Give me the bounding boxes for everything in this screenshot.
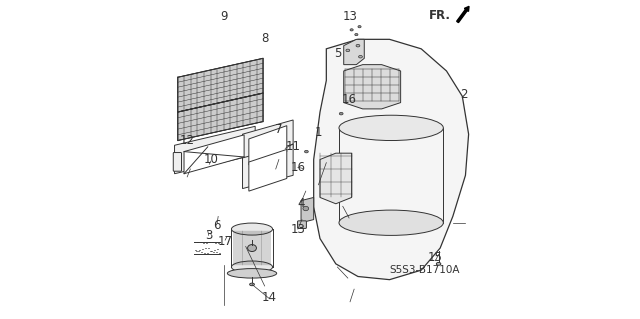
Text: 10: 10 — [204, 153, 218, 166]
Text: S5S3-B1710A: S5S3-B1710A — [389, 265, 460, 275]
Ellipse shape — [358, 56, 362, 58]
Text: FR.: FR. — [429, 9, 451, 22]
Text: 17: 17 — [218, 235, 232, 248]
Ellipse shape — [339, 112, 343, 115]
Polygon shape — [243, 120, 293, 163]
Polygon shape — [344, 39, 364, 65]
Polygon shape — [178, 93, 263, 141]
Polygon shape — [178, 58, 263, 112]
Text: 13: 13 — [291, 223, 305, 235]
FancyBboxPatch shape — [298, 221, 307, 228]
Ellipse shape — [248, 245, 257, 251]
Text: 7: 7 — [275, 123, 283, 136]
Ellipse shape — [339, 210, 444, 235]
Text: 14: 14 — [262, 291, 277, 304]
Polygon shape — [249, 126, 287, 165]
Text: 16: 16 — [291, 161, 305, 174]
Text: 15: 15 — [428, 251, 443, 264]
Ellipse shape — [305, 150, 308, 153]
Ellipse shape — [346, 49, 349, 52]
Ellipse shape — [250, 283, 254, 286]
Ellipse shape — [355, 33, 358, 36]
Ellipse shape — [358, 26, 361, 28]
Text: 5: 5 — [333, 47, 341, 60]
Text: 13: 13 — [342, 10, 358, 23]
Ellipse shape — [350, 29, 353, 31]
Text: 16: 16 — [342, 93, 356, 106]
Polygon shape — [175, 126, 255, 174]
Text: 2: 2 — [460, 88, 468, 101]
Polygon shape — [243, 144, 293, 189]
Ellipse shape — [339, 115, 444, 141]
Text: 12: 12 — [180, 134, 195, 147]
Ellipse shape — [356, 44, 360, 47]
Ellipse shape — [303, 206, 308, 211]
Ellipse shape — [232, 223, 273, 235]
FancyBboxPatch shape — [173, 152, 182, 171]
Polygon shape — [249, 149, 287, 191]
Polygon shape — [301, 197, 314, 223]
Polygon shape — [184, 135, 244, 174]
Polygon shape — [314, 39, 468, 280]
Text: 4: 4 — [297, 197, 305, 210]
Polygon shape — [344, 65, 401, 109]
Text: 8: 8 — [261, 32, 268, 45]
Polygon shape — [320, 153, 351, 204]
Ellipse shape — [232, 261, 273, 273]
Text: 6: 6 — [214, 219, 221, 233]
Text: 1: 1 — [315, 126, 322, 139]
Ellipse shape — [436, 263, 441, 265]
Text: 11: 11 — [285, 140, 301, 153]
Text: 9: 9 — [220, 10, 227, 23]
FancyArrow shape — [457, 6, 469, 23]
Ellipse shape — [227, 269, 276, 278]
Text: 3: 3 — [205, 229, 212, 242]
